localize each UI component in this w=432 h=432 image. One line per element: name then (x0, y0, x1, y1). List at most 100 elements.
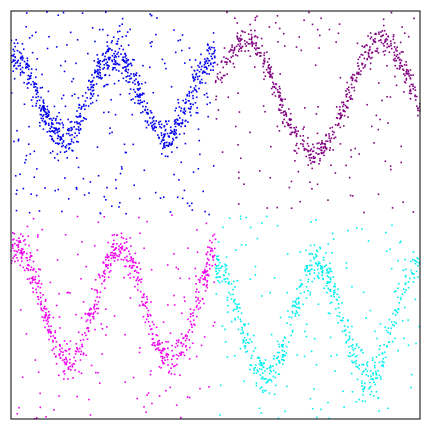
scatter-point (285, 112, 287, 114)
scatter-point (404, 268, 407, 271)
scatter-point (311, 280, 313, 283)
scatter-point (26, 62, 28, 65)
scatter-point (329, 302, 332, 305)
scatter-point (250, 38, 253, 40)
scatter-point (69, 121, 72, 123)
scatter-point (310, 162, 312, 165)
scatter-point (287, 124, 290, 127)
scatter-point (199, 387, 201, 390)
scatter-point (315, 152, 317, 154)
scatter-point (205, 66, 208, 69)
scatter-point (307, 290, 309, 292)
scatter-point (196, 76, 199, 78)
scatter-point (367, 375, 370, 377)
scatter-point (404, 283, 407, 286)
scatter-point (129, 277, 132, 279)
scatter-point (129, 88, 132, 90)
scatter-point (199, 279, 201, 282)
scatter-point (151, 124, 153, 127)
scatter-point (339, 117, 342, 120)
scatter-point (329, 127, 331, 129)
scatter-point (16, 251, 19, 253)
scatter-point (247, 50, 250, 52)
scatter-point (233, 49, 236, 51)
scatter-point (337, 306, 340, 309)
scatter-point (124, 381, 127, 383)
scatter-point (51, 121, 53, 124)
scatter-point (190, 105, 192, 108)
scatter-point (161, 58, 164, 61)
scatter-point (130, 64, 133, 67)
scatter-point (101, 353, 104, 355)
scatter-point (261, 45, 264, 47)
scatter-point (283, 45, 286, 47)
scatter-point (47, 329, 50, 332)
scatter-point (358, 73, 360, 75)
scatter-point (106, 255, 109, 257)
scatter-point (152, 342, 154, 344)
scatter-point (113, 249, 115, 252)
scatter-point (93, 83, 95, 86)
scatter-point (90, 102, 92, 105)
scatter-point (294, 130, 297, 133)
scatter-point (70, 129, 72, 132)
scatter-point (313, 272, 316, 274)
scatter-point (113, 260, 116, 262)
scatter-point (81, 95, 84, 97)
scatter-point (264, 390, 266, 392)
scatter-point (412, 281, 415, 283)
scatter-point (94, 40, 96, 43)
scatter-point (413, 259, 416, 262)
scatter-point (196, 229, 198, 231)
scatter-point (382, 43, 385, 45)
scatter-point (197, 299, 199, 301)
scatter-point (25, 154, 28, 157)
scatter-point (306, 265, 308, 268)
scatter-point (23, 71, 25, 74)
scatter-point (339, 76, 342, 79)
scatter-point (115, 247, 118, 249)
scatter-point (257, 370, 259, 373)
scatter-point (49, 281, 52, 284)
scatter-point (310, 157, 313, 159)
scatter-point (141, 296, 144, 299)
scatter-point (393, 46, 396, 48)
scatter-point (49, 130, 52, 133)
scatter-point (99, 72, 101, 74)
scatter-point (211, 241, 213, 244)
scatter-point (233, 308, 236, 311)
scatter-point (212, 41, 215, 43)
scatter-point (252, 42, 255, 45)
scatter-point (354, 79, 357, 81)
scatter-point (48, 130, 51, 132)
scatter-point (27, 74, 30, 77)
scatter-point (107, 49, 110, 52)
scatter-point (384, 40, 387, 43)
scatter-point (79, 353, 82, 356)
scatter-point (405, 79, 408, 81)
scatter-point (105, 198, 107, 201)
scatter-point (197, 167, 200, 170)
scatter-point (417, 109, 419, 112)
scatter-point (130, 258, 133, 261)
scatter-point (358, 68, 361, 70)
scatter-point (17, 259, 19, 262)
scatter-point (177, 355, 180, 357)
scatter-point (46, 318, 49, 321)
scatter-point (302, 145, 305, 148)
scatter-point (269, 365, 272, 368)
scatter-point (297, 147, 300, 150)
scatter-point (215, 255, 218, 258)
scatter-point (243, 183, 245, 186)
scatter-point (208, 267, 211, 270)
scatter-point (42, 319, 45, 322)
scatter-point (276, 206, 279, 209)
scatter-point (167, 371, 170, 374)
scatter-point (184, 125, 187, 127)
scatter-point (176, 344, 179, 347)
scatter-point (254, 35, 257, 37)
scatter-point (309, 252, 312, 255)
scatter-point (126, 65, 129, 68)
scatter-point (58, 395, 60, 397)
scatter-point (305, 155, 308, 158)
